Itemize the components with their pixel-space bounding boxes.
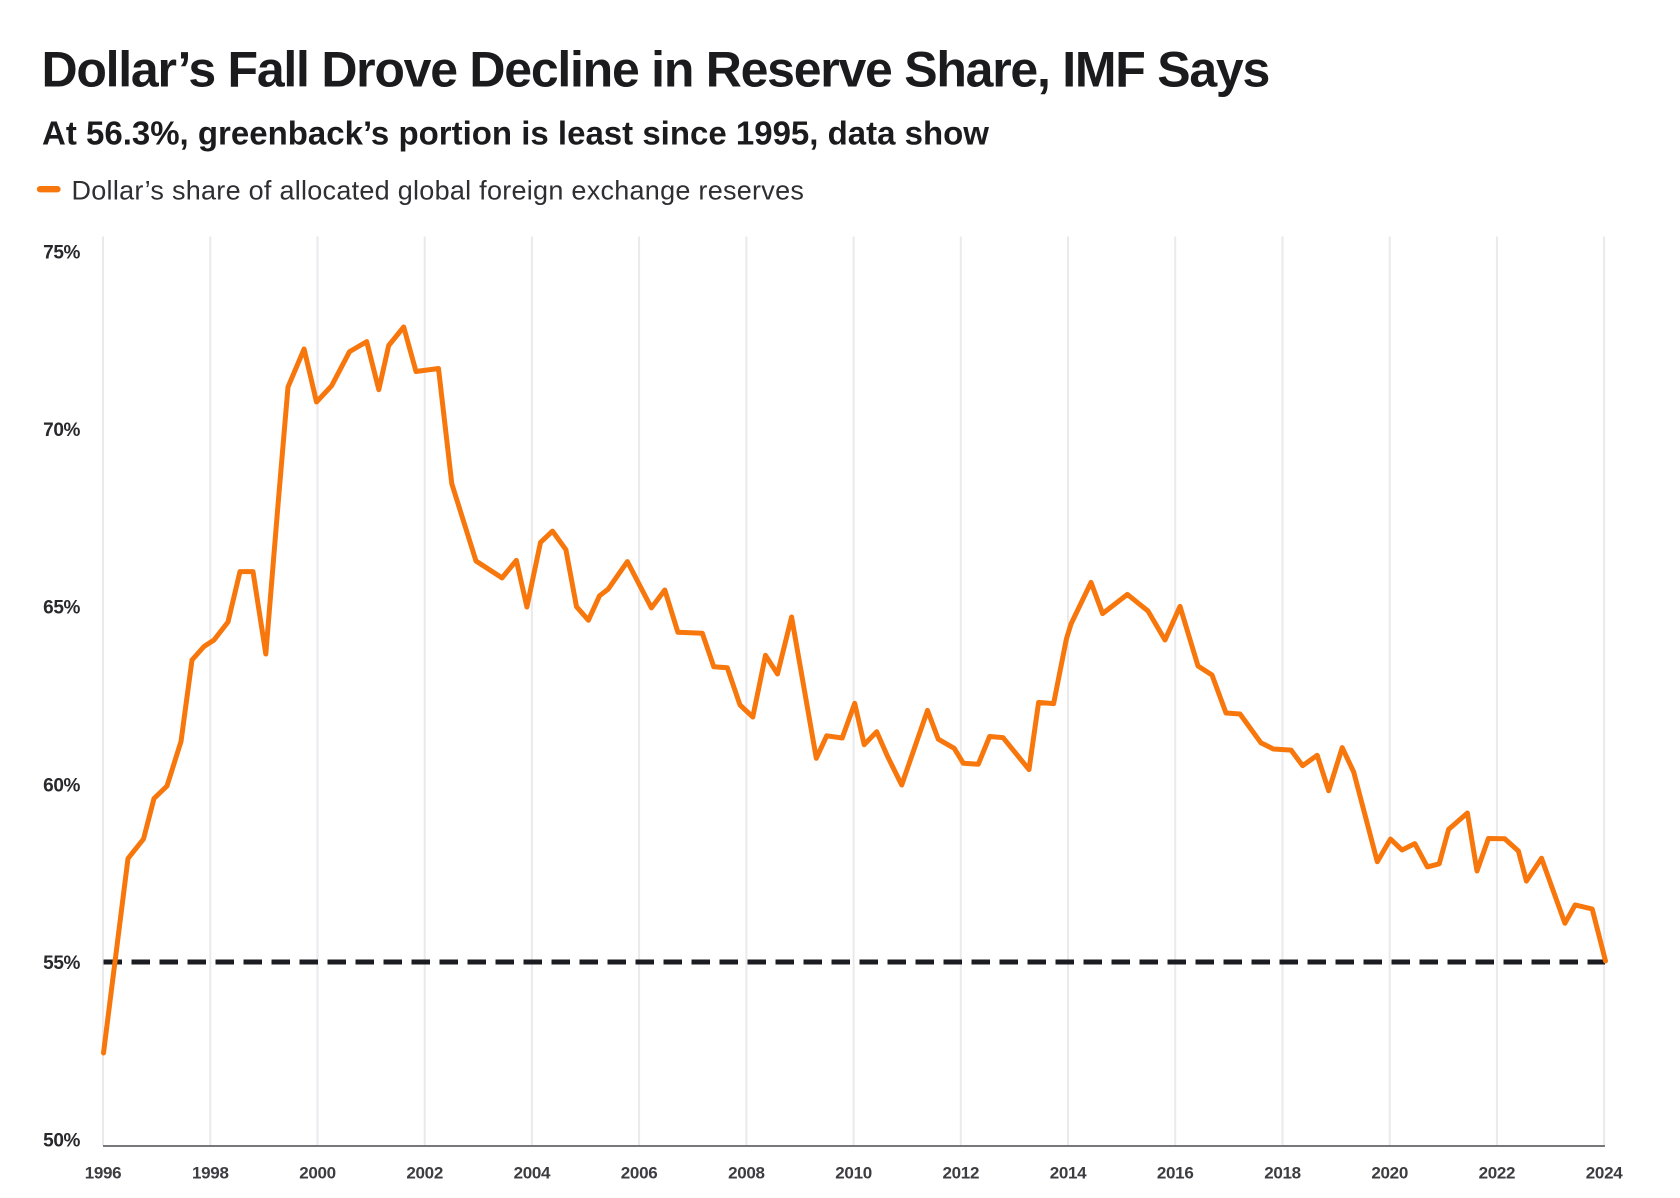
svg-text:50%: 50% bbox=[43, 1131, 80, 1152]
svg-text:2012: 2012 bbox=[942, 1164, 979, 1183]
svg-text:2008: 2008 bbox=[728, 1164, 765, 1183]
svg-text:2010: 2010 bbox=[835, 1164, 872, 1183]
svg-text:2018: 2018 bbox=[1264, 1164, 1301, 1183]
svg-text:2016: 2016 bbox=[1157, 1164, 1194, 1183]
svg-text:75%: 75% bbox=[43, 242, 80, 263]
svg-text:55%: 55% bbox=[43, 953, 80, 974]
svg-text:60%: 60% bbox=[43, 775, 80, 796]
svg-text:1998: 1998 bbox=[192, 1164, 229, 1183]
svg-text:70%: 70% bbox=[43, 420, 80, 441]
svg-text:65%: 65% bbox=[43, 598, 80, 619]
svg-text:2000: 2000 bbox=[299, 1164, 336, 1183]
svg-text:2024: 2024 bbox=[1586, 1164, 1623, 1183]
svg-text:2022: 2022 bbox=[1479, 1164, 1516, 1183]
svg-text:1996: 1996 bbox=[85, 1164, 122, 1183]
svg-text:At 56.3%, greenback’s portion: At 56.3%, greenback’s portion is least s… bbox=[42, 115, 989, 152]
svg-text:2004: 2004 bbox=[514, 1164, 551, 1183]
svg-text:Dollar’s share of allocated gl: Dollar’s share of allocated global forei… bbox=[72, 176, 805, 206]
svg-text:2002: 2002 bbox=[406, 1164, 443, 1183]
svg-text:2020: 2020 bbox=[1371, 1164, 1408, 1183]
svg-text:Dollar’s Fall Drove Decline in: Dollar’s Fall Drove Decline in Reserve S… bbox=[42, 42, 1270, 98]
svg-text:2006: 2006 bbox=[621, 1164, 658, 1183]
svg-text:2014: 2014 bbox=[1050, 1164, 1087, 1183]
